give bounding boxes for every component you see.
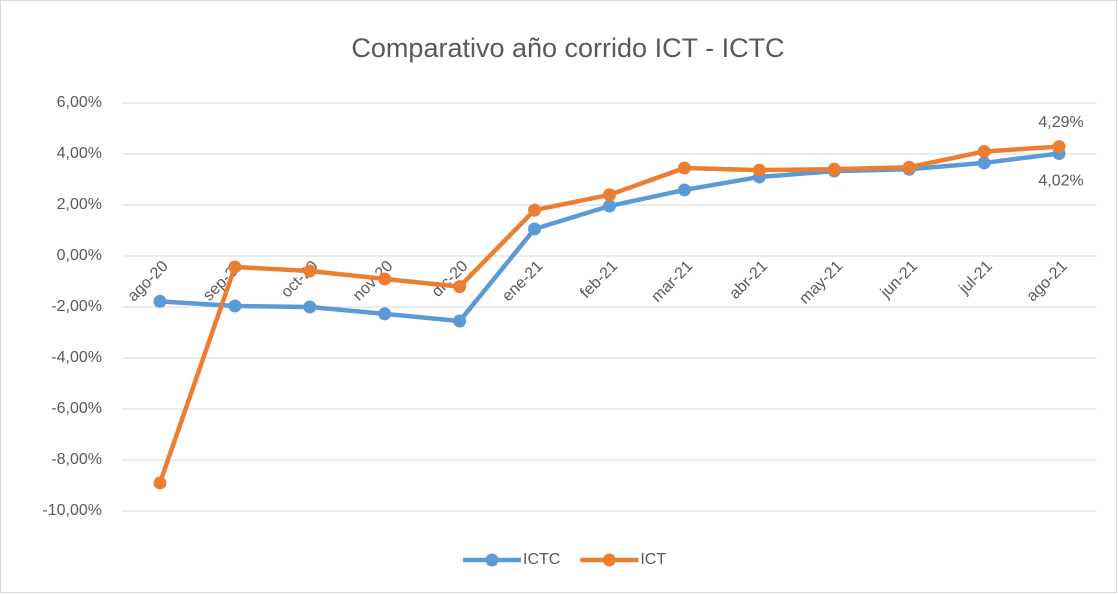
- y-tick-label: -2,00%: [51, 298, 102, 315]
- point: [677, 161, 691, 175]
- data-label: 4,29%: [1038, 114, 1083, 131]
- point: [528, 222, 542, 236]
- y-tick-label: 6,00%: [57, 94, 102, 111]
- data-label: 4,02%: [1038, 173, 1083, 190]
- point: [1052, 140, 1066, 154]
- point: [603, 199, 616, 213]
- point: [153, 294, 167, 308]
- y-tick-label: 0,00%: [57, 247, 102, 264]
- y-tick-label: -8,00%: [51, 451, 102, 468]
- point: [153, 476, 167, 490]
- y-tick-label: -4,00%: [51, 349, 102, 366]
- point: [303, 264, 317, 278]
- point: [977, 144, 991, 158]
- point: [378, 307, 392, 321]
- y-tick-label: -10,00%: [42, 502, 102, 519]
- y-tick-label: 4,00%: [57, 145, 102, 162]
- legend-label: ICTC: [523, 551, 560, 568]
- legend-marker: [485, 553, 499, 567]
- point: [603, 188, 616, 202]
- point: [977, 156, 991, 170]
- y-tick-label: -6,00%: [51, 400, 102, 417]
- point: [902, 160, 916, 174]
- chart-title: Comparativo año corrido ICT - ICTC: [351, 33, 784, 63]
- legend-marker: [602, 553, 616, 567]
- point: [453, 280, 467, 294]
- point: [378, 272, 392, 286]
- y-tick-label: 2,00%: [57, 196, 102, 213]
- point: [228, 299, 242, 313]
- legend-label: ICT: [640, 551, 666, 568]
- point: [228, 260, 242, 274]
- point: [528, 203, 542, 217]
- point: [827, 162, 841, 176]
- point: [752, 163, 766, 177]
- point: [677, 183, 691, 197]
- point: [453, 314, 467, 328]
- point: [303, 300, 317, 314]
